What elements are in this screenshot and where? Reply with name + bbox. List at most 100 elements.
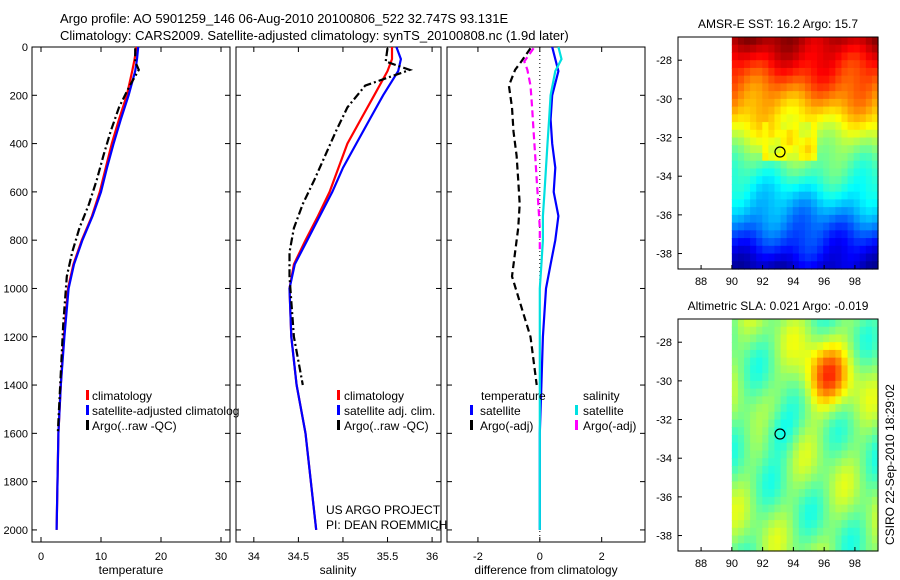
heatmap-cell xyxy=(792,122,800,131)
heatmap-cell xyxy=(817,342,824,351)
heatmap-cell xyxy=(762,465,769,475)
heatmap-cell xyxy=(774,458,782,467)
heatmap-cell xyxy=(817,450,824,459)
heatmap-cell xyxy=(744,91,751,100)
heatmap-cell xyxy=(780,253,788,262)
heatmap-cell xyxy=(829,342,836,351)
series-line-temperature-argo-adj xyxy=(507,47,538,386)
heatmap-cell xyxy=(871,442,879,452)
heatmap-cell xyxy=(750,435,757,444)
heatmap-cell xyxy=(744,230,751,239)
heatmap-cell xyxy=(792,261,800,270)
sla-map-panel: Altimetric SLA: 0.021 Argo: -0.019 88 90 9… xyxy=(656,299,879,570)
heatmap-cell xyxy=(744,129,751,139)
heatmap-cell xyxy=(823,535,830,544)
heatmap-cell xyxy=(798,450,806,459)
heatmap-cell xyxy=(853,67,861,77)
heatmap-cell xyxy=(731,106,739,115)
heatmap-cell xyxy=(792,183,800,193)
heatmap-cell xyxy=(853,404,861,413)
heatmap-cell xyxy=(841,183,849,193)
heatmap-cell xyxy=(774,106,782,115)
heatmap-cell xyxy=(786,98,794,108)
heatmap-cell xyxy=(865,527,873,537)
heatmap-cell xyxy=(823,543,830,552)
heatmap-cell xyxy=(829,160,836,170)
heatmap-cell xyxy=(774,365,782,374)
heatmap-cell xyxy=(817,153,824,162)
heatmap-cell xyxy=(756,527,763,537)
heatmap-cell xyxy=(792,396,800,405)
heatmap-cell xyxy=(737,458,745,467)
heatmap-cell xyxy=(817,473,824,482)
heatmap-cell xyxy=(780,520,788,529)
heatmap-cell xyxy=(804,373,812,382)
heatmap-cell xyxy=(859,326,867,336)
heatmap-cell xyxy=(744,176,751,185)
heatmap-cell xyxy=(744,373,751,382)
heatmap-cell xyxy=(798,458,806,467)
heatmap-cell xyxy=(811,253,818,262)
heatmap-cell xyxy=(865,404,873,413)
heatmap-cell xyxy=(829,419,836,428)
heatmap-cell xyxy=(835,238,843,247)
heatmap-cell xyxy=(756,98,763,108)
heatmap-cell xyxy=(823,168,830,177)
heatmap-cell xyxy=(865,465,873,475)
heatmap-cell xyxy=(859,373,867,382)
heatmap-cell xyxy=(871,535,879,544)
heatmap-cell xyxy=(780,504,788,513)
heatmap-cell xyxy=(798,153,806,162)
heatmap-cell xyxy=(792,334,800,343)
heatmap-cell xyxy=(731,153,739,162)
heatmap-cell xyxy=(768,114,776,123)
heatmap-cell xyxy=(750,253,757,262)
temperature-xlabel: temperature xyxy=(99,563,164,577)
heatmap-cell xyxy=(780,52,788,61)
heatmap-cell xyxy=(811,106,818,115)
heatmap-cell xyxy=(804,450,812,459)
heatmap-cell xyxy=(774,357,782,366)
heatmap-cell xyxy=(865,373,873,382)
heatmap-cell xyxy=(768,91,776,100)
heatmap-cell xyxy=(786,230,794,239)
heatmap-cell xyxy=(829,44,836,54)
heatmap-cell xyxy=(835,465,843,475)
heatmap-cell xyxy=(817,222,824,231)
heatmap-cell xyxy=(871,427,879,436)
heatmap-cell xyxy=(835,396,843,405)
heatmap-cell xyxy=(841,326,849,336)
map-y-tick-label: -34 xyxy=(656,453,672,465)
heatmap-cell xyxy=(841,543,849,552)
heatmap-cell xyxy=(786,396,794,405)
heatmap-cell xyxy=(859,145,867,154)
heatmap-cell xyxy=(817,535,824,544)
heatmap-cell xyxy=(768,357,776,366)
heatmap-cell xyxy=(798,222,806,231)
heatmap-cell xyxy=(804,543,812,552)
legend-label-sal-argo: Argo(-adj) xyxy=(583,419,636,433)
heatmap-cell xyxy=(786,458,794,467)
heatmap-cell xyxy=(847,527,855,537)
heatmap-cell xyxy=(792,481,800,490)
heatmap-cell xyxy=(737,122,745,131)
heatmap-cell xyxy=(823,207,830,216)
map-y-tick-label: -28 xyxy=(656,55,672,67)
heatmap-cell xyxy=(871,98,879,108)
heatmap-cell xyxy=(847,52,855,61)
heatmap-cell xyxy=(817,145,824,154)
heatmap-cell xyxy=(737,380,745,390)
heatmap-cell xyxy=(847,129,855,139)
heatmap-cell xyxy=(731,319,739,328)
heatmap-cell xyxy=(811,419,818,428)
heatmap-cell xyxy=(871,411,879,421)
heatmap-cell xyxy=(762,160,769,170)
heatmap-cell xyxy=(762,52,769,61)
heatmap-cell xyxy=(780,527,788,537)
heatmap-cell xyxy=(731,145,739,154)
heatmap-cell xyxy=(731,37,739,46)
heatmap-cell xyxy=(792,442,800,452)
heatmap-cell xyxy=(841,83,849,92)
heatmap-cell xyxy=(737,145,745,154)
heatmap-cell xyxy=(804,222,812,231)
